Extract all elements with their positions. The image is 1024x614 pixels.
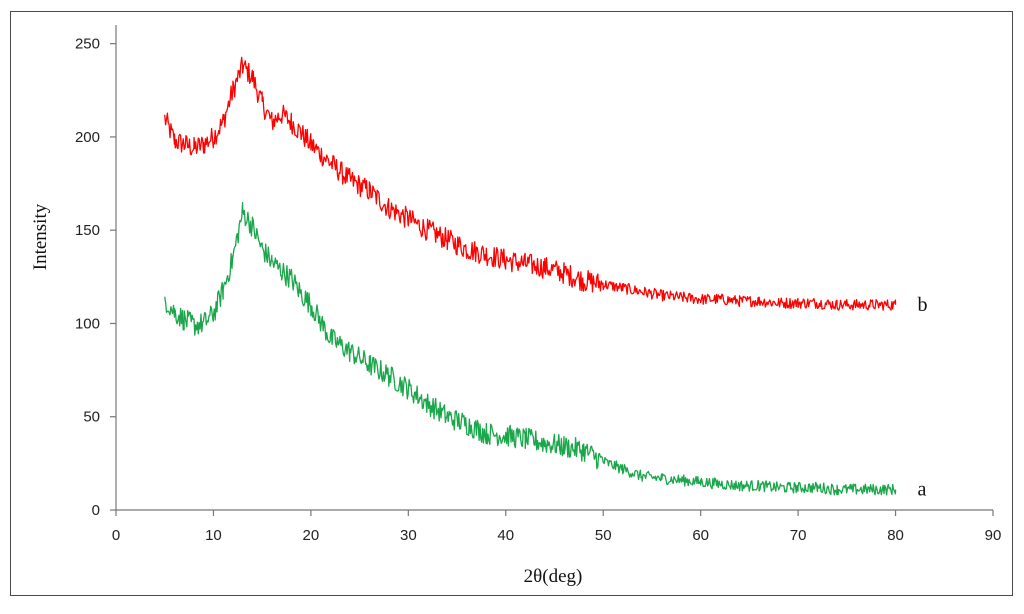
y-tick-label: 50	[83, 409, 100, 426]
y-tick-label: 100	[75, 315, 100, 332]
y-tick-label: 250	[75, 36, 100, 53]
series-line-b	[164, 56, 897, 311]
series-line-a	[164, 202, 897, 496]
x-tick-label: 30	[400, 527, 417, 544]
series-b: b	[164, 56, 928, 316]
series-label-b: b	[918, 294, 928, 316]
x-tick-label: 20	[303, 527, 320, 544]
x-tick-label: 50	[595, 527, 612, 544]
series-layer: ba	[164, 56, 928, 500]
x-tick-label: 80	[887, 527, 904, 544]
y-tick-label: 0	[92, 502, 100, 519]
x-tick-label: 70	[790, 527, 807, 544]
x-tick-label: 40	[497, 527, 514, 544]
y-axis-title: Intensity	[30, 203, 51, 270]
y-tick-label: 200	[75, 129, 100, 146]
x-tick-label: 10	[205, 527, 222, 544]
x-tick-label: 60	[692, 527, 709, 544]
series-label-a: a	[918, 478, 927, 500]
y-tick-label: 150	[75, 222, 100, 239]
x-tick-label: 90	[985, 527, 1002, 544]
series-a: a	[164, 202, 927, 500]
axes: 0 50 100 150 200 250 0 10 20 30 40 50 60 70 80 90	[75, 25, 1001, 544]
x-axis-title: 2θ(deg)	[524, 566, 583, 587]
x-tick-label: 0	[112, 527, 120, 544]
